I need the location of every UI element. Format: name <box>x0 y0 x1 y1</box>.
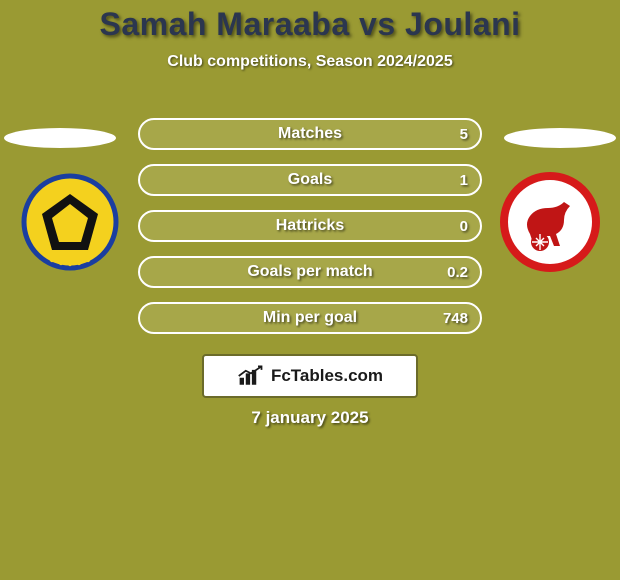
stat-row-goals-per-match: Goals per match 0.2 <box>138 256 482 288</box>
branding-text: FcTables.com <box>271 366 383 386</box>
date-label: 7 january 2025 <box>0 408 620 428</box>
chart-icon <box>237 365 265 387</box>
stat-value-right: 0 <box>460 212 468 240</box>
branding-badge: FcTables.com <box>202 354 418 398</box>
page-title: Samah Maraaba vs Joulani <box>0 0 620 43</box>
stat-value-right: 748 <box>443 304 468 332</box>
player-left-portrait-placeholder <box>4 128 116 148</box>
stat-label: Hattricks <box>140 212 480 240</box>
player-right-portrait-placeholder <box>504 128 616 148</box>
stat-label: Matches <box>140 120 480 148</box>
stat-value-right: 0.2 <box>447 258 468 286</box>
stat-label: Min per goal <box>140 304 480 332</box>
stat-row-matches: Matches 5 <box>138 118 482 150</box>
club-badge-left-icon <box>20 172 120 272</box>
stat-value-right: 1 <box>460 166 468 194</box>
stat-row-goals: Goals 1 <box>138 164 482 196</box>
stat-label: Goals <box>140 166 480 194</box>
club-badge-right-icon <box>500 172 600 272</box>
stat-value-right: 5 <box>460 120 468 148</box>
stat-bars: Matches 5 Goals 1 Hattricks 0 Goals per … <box>138 118 482 348</box>
stat-row-hattricks: Hattricks 0 <box>138 210 482 242</box>
club-badge-right <box>500 172 600 272</box>
comparison-stage: Matches 5 Goals 1 Hattricks 0 Goals per … <box>0 110 620 370</box>
stat-label: Goals per match <box>140 258 480 286</box>
club-badge-left <box>20 172 120 272</box>
subtitle: Club competitions, Season 2024/2025 <box>0 53 620 71</box>
stat-row-min-per-goal: Min per goal 748 <box>138 302 482 334</box>
